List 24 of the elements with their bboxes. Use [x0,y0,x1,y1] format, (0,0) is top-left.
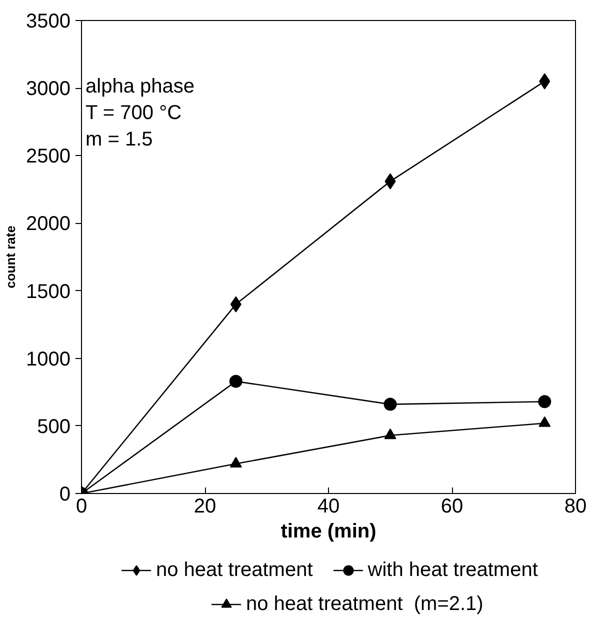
y-tick-label: 1000 [26,348,71,370]
x-axis-title: time (min) [280,520,376,542]
legend-label: no heat treatment [156,558,313,582]
legend-label: no heat treatment (m=2.1) [246,592,484,616]
y-tick-label: 2000 [26,213,71,236]
x-tick-label: 20 [194,496,216,518]
point [384,398,397,411]
annotation: alpha phase T = 700 °C m = 1.5 [86,76,194,150]
y-tick-label: 3500 [26,10,71,32]
point [538,416,551,427]
y-tick-label: 3000 [26,78,71,100]
y-tick-label: 1500 [26,280,71,303]
point [229,374,242,388]
x-tick-label: 80 [564,496,587,518]
point [538,395,552,408]
y-axis-title: count rate [3,226,18,288]
y-tick-label: 500 [37,416,71,438]
x-tick-label: 60 [440,496,464,518]
y-tick-label: 2500 [26,146,71,168]
x-tick-label: 40 [317,496,340,518]
point [384,428,396,440]
x-tick-label: 0 [76,496,88,518]
point [230,456,242,468]
legend-label: with heat treatment [368,558,538,582]
